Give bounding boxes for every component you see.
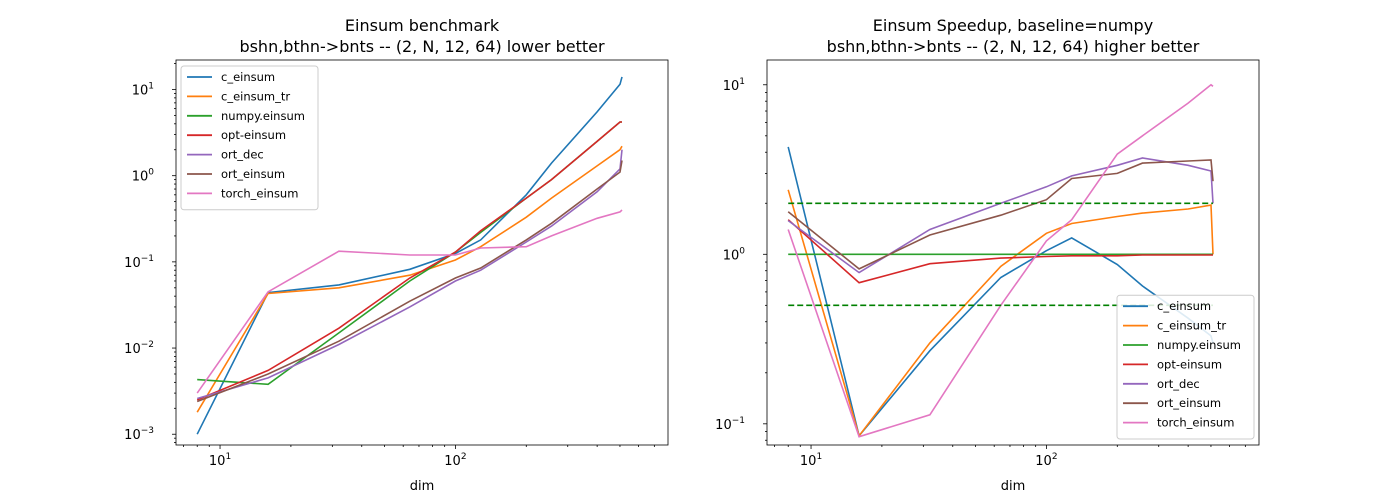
x-axis-label: dim (410, 479, 435, 494)
series-line-ort-einsum (196, 160, 623, 403)
legend-label: ort_einsum (221, 167, 285, 181)
speedup-chart: Einsum Speedup, baseline=numpy bshn,bthn… (715, 16, 1260, 494)
legend-label: c_einsum (1157, 299, 1211, 313)
x-tick-label: 102 (444, 452, 466, 469)
x-axis-label: dim (1001, 479, 1026, 494)
series-group (787, 83, 1214, 438)
legend-label: opt-einsum (221, 128, 286, 142)
y-tick-label: 10−3 (124, 426, 154, 443)
series-line-c-einsum-tr (196, 145, 623, 413)
chart-title: Einsum benchmark (345, 16, 500, 35)
plot-area: 101 10210−310−210−1100101c_einsumc_einsum… (124, 59, 669, 469)
legend-box (1116, 294, 1255, 440)
chart-subtitle: bshn,bthn->bnts -- (2, N, 12, 64) lower … (239, 37, 605, 56)
chart-subtitle: bshn,bthn->bnts -- (2, N, 12, 64) higher… (827, 37, 1200, 56)
plot-area: 101 102 10−1 100 101 c_einsum c_einsum_trnumpy… (715, 59, 1260, 469)
x-tick-label: 101 (209, 452, 231, 469)
x-tick-label: 101 (800, 452, 822, 469)
series-line-opt-einsum (787, 219, 1213, 284)
chart-title: Einsum Speedup, baseline=numpy (873, 16, 1153, 35)
series-line-c-einsum-tr (787, 189, 1214, 438)
axes-frame (175, 59, 669, 446)
legend-label: torch_einsum (1157, 416, 1234, 430)
axes-frame (766, 59, 1260, 446)
legend-label: torch_einsum (221, 186, 298, 200)
series-line-torch-einsum (787, 83, 1214, 438)
legend-label: c_einsum_tr (221, 89, 290, 103)
series-line-opt-einsum (196, 121, 622, 401)
y-tick-label: 100 (132, 168, 155, 185)
legend-box (180, 65, 319, 211)
series-line-ort-dec (787, 157, 1214, 274)
x-tick-label: 102 (1035, 452, 1057, 469)
y-tick-label: 101 (723, 77, 745, 94)
series-line-torch-einsum (196, 209, 623, 394)
legend-label: numpy.einsum (221, 109, 305, 123)
legend-label: ort_dec (221, 148, 264, 162)
series-line-ort-einsum (787, 159, 1214, 270)
legend: c_einsum c_einsum_tr numpy.einsum opt-einsu… (180, 65, 319, 211)
legend-label: c_einsum (221, 70, 275, 84)
y-tick-label: 100 (723, 246, 746, 263)
legend-label: ort_einsum (1157, 396, 1221, 410)
y-tick-label: 10−2 (124, 340, 154, 357)
y-tick-label: 10−1 (715, 416, 745, 433)
y-tick-label: 10−1 (124, 254, 154, 271)
y-tick-label: 101 (132, 82, 154, 99)
legend-label: numpy.einsum (1157, 338, 1241, 352)
legend-label: ort_dec (1157, 377, 1200, 391)
legend: c_einsum c_einsum_tr numpy.einsum opt-einsu… (1116, 294, 1255, 440)
benchmark-chart: Einsum benchmark bshn,bthn->bnts -- (2, … (124, 16, 669, 494)
series-line-c-einsum (196, 76, 623, 435)
series-group (196, 76, 623, 435)
legend-label: opt-einsum (1157, 357, 1222, 371)
legend-label: c_einsum_tr (1157, 319, 1226, 333)
